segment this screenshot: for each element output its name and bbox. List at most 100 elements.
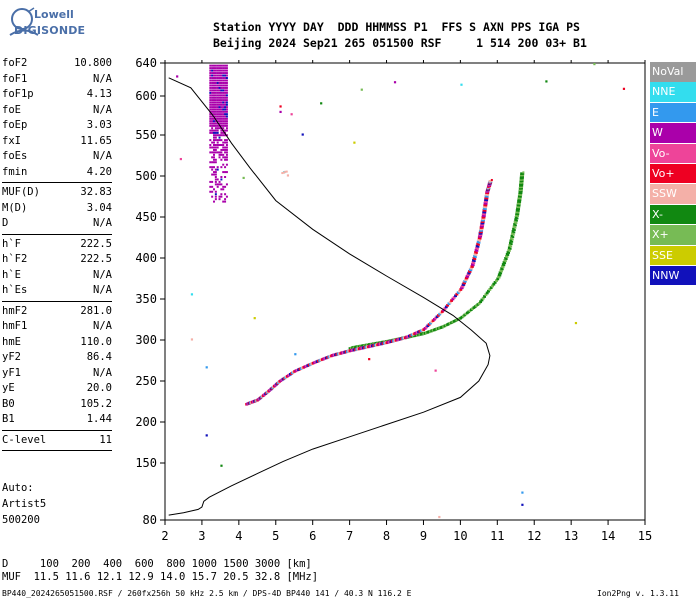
w-echo [211,169,213,171]
w-echo [209,94,211,96]
w-echo [217,75,219,77]
w-echo [220,176,222,178]
w-echo [226,82,228,84]
w-echo [217,65,219,67]
w-echo [213,174,215,176]
w-echo [224,84,226,86]
w-echo [226,77,228,79]
scattered-echo [206,366,208,368]
w-echo [224,156,226,158]
scattered-echo [320,102,322,104]
w-echo [224,186,226,188]
w-echo [211,123,213,125]
w-echo [211,151,213,153]
w-echo [209,123,211,125]
w-echo [224,80,226,82]
w-echo [224,149,226,151]
w-echo [217,146,219,148]
w-echo [219,101,221,103]
y-tick-label: 300 [135,333,157,347]
w-echo [220,80,222,82]
w-echo [217,108,219,110]
w-echo [224,108,226,110]
w-echo [215,193,217,195]
w-echo [215,87,217,89]
w-echo [226,149,228,151]
w-echo [215,101,217,103]
es-echo [286,171,288,173]
w-echo [224,125,226,127]
w-echo [220,123,222,125]
w-echo [213,159,215,161]
w-echo [213,142,215,144]
scattered-echo [279,111,281,113]
w-echo [219,92,221,94]
w-echo [213,201,215,203]
w-echo [215,127,217,129]
w-echo [215,92,217,94]
w-echo [226,97,228,99]
w-echo [213,89,215,91]
w-echo [219,67,221,69]
w-echo [224,201,226,203]
w-echo [213,161,215,163]
scattered-echo [294,353,296,355]
w-echo [220,92,222,94]
w-echo [215,72,217,74]
w-echo [215,198,217,200]
w-echo [215,80,217,82]
w-echo [215,82,217,84]
w-echo [224,111,226,113]
x-tick-label: 3 [198,529,205,543]
x-trace-echo [522,171,524,173]
w-echo [224,101,226,103]
w-echo [215,146,217,148]
w-echo [224,87,226,89]
scattered-echo [460,84,462,86]
w-echo [211,125,213,127]
w-echo [226,127,228,129]
w-echo [209,139,211,141]
w-echo [213,151,215,153]
w-echo [222,77,224,79]
w-echo [226,118,228,120]
w-echo [222,171,224,173]
w-echo [213,146,215,148]
scattered-echo [180,158,182,160]
w-echo [222,94,224,96]
w-echo [224,92,226,94]
w-echo [211,156,213,158]
w-echo [213,188,215,190]
w-echo [213,70,215,72]
w-echo [219,156,221,158]
w-echo [217,134,219,136]
w-echo [215,65,217,67]
w-echo [226,104,228,106]
w-echo [222,123,224,125]
w-echo [217,125,219,127]
w-echo [220,84,222,86]
scattered-echo [254,317,256,319]
w-echo [217,80,219,82]
w-echo [219,198,221,200]
w-echo [217,72,219,74]
w-echo [226,89,228,91]
w-echo [215,84,217,86]
w-echo [222,113,224,115]
muf-values-row: MUF 11.5 11.6 12.1 12.9 14.0 15.7 20.5 3… [2,571,318,583]
w-echo [215,75,217,77]
w-echo [217,166,219,168]
w-echo [224,106,226,108]
w-echo [224,171,226,173]
w-echo [217,130,219,132]
w-echo [222,106,224,108]
w-echo [219,75,221,77]
w-echo [211,118,213,120]
w-echo [224,151,226,153]
w-echo [217,118,219,120]
w-echo [219,87,221,89]
w-echo [209,99,211,101]
w-echo [224,118,226,120]
w-echo [213,106,215,108]
w-echo [220,149,222,151]
